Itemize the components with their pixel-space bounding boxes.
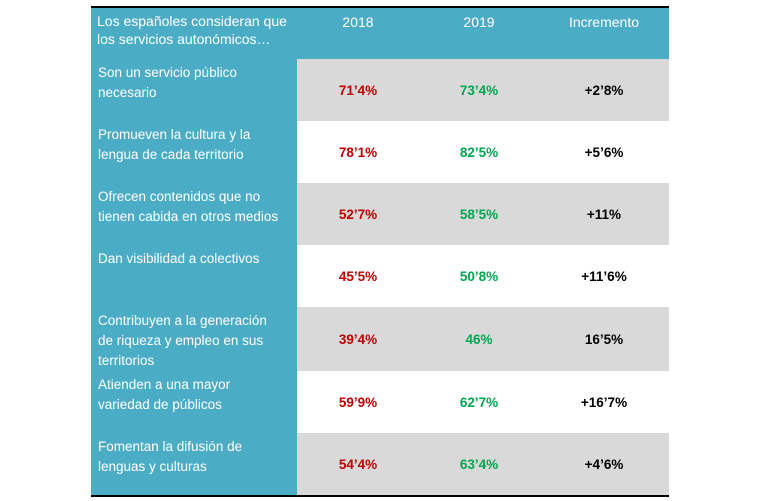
value-2018: 45’5%	[297, 245, 419, 307]
header-2018: 2018	[297, 8, 419, 59]
row-label-line: Promueven la cultura y la	[98, 127, 251, 142]
row-label-line: lenguas y culturas	[98, 459, 207, 474]
row-label: Atienden a una mayor variedad de público…	[91, 371, 297, 433]
value-increment: +4’6%	[539, 433, 669, 495]
row-label-line: variedad de públicos	[98, 397, 222, 412]
survey-table: Los españoles consideran que los servici…	[91, 8, 669, 495]
value-2018: 52’7%	[297, 183, 419, 245]
value-2019: 82’5%	[419, 121, 539, 183]
row-label-line: Contribuyen a la generación	[98, 313, 267, 328]
value-2018: 78’1%	[297, 121, 419, 183]
value-increment: +11%	[539, 183, 669, 245]
value-2018: 71’4%	[297, 59, 419, 121]
header-label-line2: los servicios autonómicos…	[97, 31, 271, 47]
header-2019: 2019	[419, 8, 539, 59]
header-increment: Incremento	[539, 8, 669, 59]
row-label-line: tienen cabida en otros medios	[98, 209, 279, 224]
row-label-line: territorios	[98, 353, 155, 368]
value-increment: 16’5%	[539, 307, 669, 371]
value-2018: 59’9%	[297, 371, 419, 433]
table-row: Contribuyen a la generación de riqueza y…	[91, 307, 669, 371]
table-top-rule	[91, 6, 669, 8]
table-row: Dan visibilidad a colectivos 45’5% 50’8%…	[91, 245, 669, 307]
row-label-line: necesario	[98, 85, 157, 100]
value-2019: 63’4%	[419, 433, 539, 495]
row-label-line: Dan visibilidad a colectivos	[98, 251, 260, 266]
value-2019: 62’7%	[419, 371, 539, 433]
row-label-line: de riqueza y empleo en sus	[98, 333, 264, 348]
value-2018: 54’4%	[297, 433, 419, 495]
row-label-line: lengua de cada territorio	[98, 147, 244, 162]
table-row: Atienden a una mayor variedad de público…	[91, 371, 669, 433]
value-2018: 39’4%	[297, 307, 419, 371]
table-row: Ofrecen contenidos que no tienen cabida …	[91, 183, 669, 245]
value-2019: 50’8%	[419, 245, 539, 307]
row-label-line: Ofrecen contenidos que no	[98, 189, 261, 204]
value-increment: +11’6%	[539, 245, 669, 307]
row-label: Ofrecen contenidos que no tienen cabida …	[91, 183, 297, 245]
table-header-row: Los españoles consideran que los servici…	[91, 8, 669, 59]
row-label: Promueven la cultura y la lengua de cada…	[91, 121, 297, 183]
row-label-line: Son un servicio público	[98, 65, 237, 80]
row-label: Contribuyen a la generación de riqueza y…	[91, 307, 297, 371]
table-row: Fomentan la difusión de lenguas y cultur…	[91, 433, 669, 495]
value-increment: +2’8%	[539, 59, 669, 121]
table-bottom-rule	[91, 495, 669, 497]
value-2019: 46%	[419, 307, 539, 371]
row-label-line: Atienden a una mayor	[98, 377, 231, 392]
survey-table-wrapper: Los españoles consideran que los servici…	[91, 6, 669, 497]
row-label-line: Fomentan la difusión de	[98, 439, 243, 454]
row-label: Dan visibilidad a colectivos	[91, 245, 297, 307]
header-label-cell: Los españoles consideran que los servici…	[91, 8, 297, 59]
row-label: Fomentan la difusión de lenguas y cultur…	[91, 433, 297, 495]
value-2019: 73’4%	[419, 59, 539, 121]
header-label-line1: Los españoles consideran que	[97, 13, 287, 29]
value-increment: +5’6%	[539, 121, 669, 183]
table-row: Son un servicio público necesario 71’4% …	[91, 59, 669, 121]
value-2019: 58’5%	[419, 183, 539, 245]
table-row: Promueven la cultura y la lengua de cada…	[91, 121, 669, 183]
value-increment: +16’7%	[539, 371, 669, 433]
row-label: Son un servicio público necesario	[91, 59, 297, 121]
